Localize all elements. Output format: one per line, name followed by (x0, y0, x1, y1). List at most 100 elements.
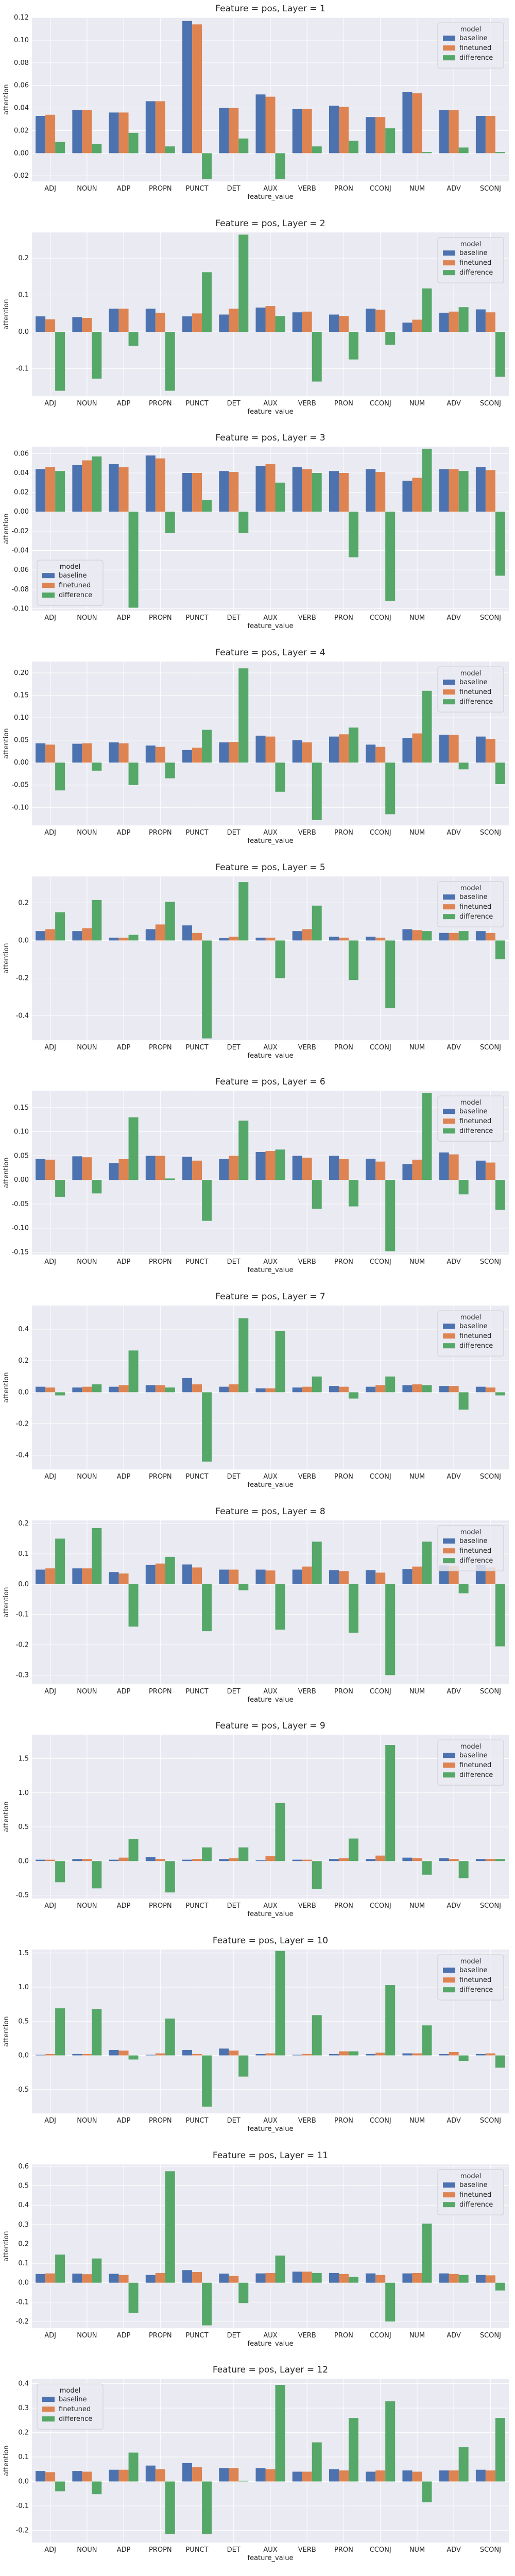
bar-baseline-det (219, 314, 229, 332)
x-axis-label: feature_value (248, 1266, 294, 1274)
bar-difference-punct (202, 2055, 212, 2107)
x-tick-label: SCONJ (480, 2546, 501, 2554)
bar-difference-pron (348, 1584, 358, 1633)
bar-finetuned-aux (265, 1856, 276, 1861)
bar-baseline-adp (109, 2049, 119, 2056)
bar-finetuned-adv (449, 2470, 459, 2482)
y-tick-label: 0.1 (18, 2453, 29, 2461)
legend-title: model (60, 563, 80, 571)
x-tick-label: PUNCT (185, 2546, 208, 2554)
bar-finetuned-verb (302, 469, 312, 512)
bar-finetuned-adp (118, 2275, 129, 2283)
x-tick-label: PRON (334, 1473, 353, 1481)
y-tick-label: 0.2 (18, 255, 29, 262)
bar-baseline-adj (36, 316, 46, 332)
y-tick-label: 0.2 (18, 2240, 29, 2248)
y-tick-label: 0.5 (18, 2182, 29, 2190)
x-tick-label: PUNCT (185, 829, 208, 837)
x-tick-label: ADP (117, 2117, 131, 2125)
bar-difference-cconj (385, 1180, 396, 1251)
bar-difference-propn (165, 1178, 175, 1180)
bar-difference-verb (312, 762, 322, 820)
legend-swatch-difference (42, 592, 55, 598)
legend-title: model (60, 2387, 80, 2395)
bar-difference-adv (458, 1392, 469, 1410)
bar-baseline-propn (145, 455, 156, 512)
bar-finetuned-num (412, 1160, 422, 1180)
x-tick-label: NOUN (77, 614, 97, 622)
legend-title: model (460, 2173, 481, 2180)
bar-difference-aux (275, 762, 285, 792)
bar-difference-cconj (385, 2401, 396, 2482)
legend-label-baseline: baseline (459, 1323, 487, 1330)
y-tick-label: 0.12 (14, 14, 29, 22)
x-tick-label: PROPN (149, 614, 172, 622)
x-tick-label: AUX (263, 2332, 277, 2340)
y-tick-label: 0.06 (14, 82, 29, 90)
chart-title: Feature = pos, Layer = 5 (215, 862, 325, 873)
bar-baseline-adj (36, 115, 46, 154)
bar-baseline-adp (109, 112, 119, 154)
bar-difference-cconj (385, 2282, 396, 2321)
bar-baseline-num (402, 1857, 413, 1861)
y-tick-label: 0.2 (18, 1357, 29, 1365)
bar-difference-pron (348, 331, 358, 360)
legend-swatch-finetuned (443, 1333, 455, 1339)
bar-finetuned-pron (338, 473, 349, 512)
y-tick-label: 0.0 (18, 2478, 29, 2486)
bar-finetuned-punct (192, 1859, 202, 1861)
bar-difference-aux (275, 940, 285, 978)
bar-baseline-pron (329, 2054, 339, 2056)
bar-finetuned-aux (265, 96, 276, 154)
bar-baseline-pron (329, 1570, 339, 1584)
x-axis-label: feature_value (248, 622, 294, 630)
bar-finetuned-verb (302, 1859, 312, 1861)
legend-swatch-difference (443, 2201, 455, 2207)
bar-baseline-det (219, 471, 229, 512)
y-tick-label: 0.4 (18, 1326, 29, 1333)
bar-baseline-propn (145, 1156, 156, 1180)
x-axis-label: feature_value (248, 1052, 294, 1060)
bar-difference-pron (348, 940, 358, 980)
bar-baseline-verb (292, 1387, 302, 1393)
bar-finetuned-sconj (485, 115, 495, 154)
bar-finetuned-aux (265, 937, 276, 941)
bar-finetuned-adj (45, 2054, 56, 2056)
bar-difference-pron (348, 2418, 358, 2482)
legend-title: model (460, 241, 481, 248)
bar-difference-adv (458, 2055, 469, 2061)
bar-baseline-adp (109, 2470, 119, 2482)
bar-baseline-aux (255, 2468, 266, 2482)
y-tick-label: -0.2 (16, 2318, 29, 2326)
bar-finetuned-verb (302, 109, 312, 154)
legend-label-baseline: baseline (59, 2396, 87, 2403)
x-tick-label: NOUN (77, 2332, 97, 2340)
bar-difference-det (238, 512, 249, 533)
bar-difference-num (422, 288, 432, 332)
x-tick-label: ADJ (44, 1902, 56, 1910)
bar-difference-adp (128, 762, 139, 785)
x-tick-label: PRON (334, 400, 353, 408)
bar-finetuned-det (229, 472, 239, 512)
bar-difference-adp (128, 2282, 139, 2313)
bar-baseline-adp (109, 742, 119, 763)
x-tick-label: VERB (298, 1044, 316, 1052)
bar-baseline-cconj (366, 1859, 376, 1861)
bar-baseline-cconj (366, 2471, 376, 2482)
x-tick-label: NOUN (77, 1902, 97, 1910)
bar-baseline-sconj (475, 2054, 486, 2056)
x-tick-label: SCONJ (480, 400, 501, 408)
bar-difference-verb (312, 2442, 322, 2482)
bar-baseline-num (402, 322, 413, 332)
bar-baseline-sconj (475, 930, 486, 941)
x-tick-label: AUX (263, 2117, 277, 2125)
bar-difference-det (238, 1121, 249, 1180)
bar-baseline-cconj (366, 1159, 376, 1180)
chart-panel-layer-9: Feature = pos, Layer = 9 -0.5 0.0 0.5 1.0 1.5… (3, 1721, 509, 1918)
bar-difference-cconj (385, 512, 396, 601)
bar-difference-pron (348, 141, 358, 154)
bar-difference-propn (165, 2171, 175, 2283)
x-tick-label: DET (227, 185, 241, 193)
bar-difference-punct (202, 500, 212, 512)
bar-finetuned-noun (82, 1859, 92, 1861)
